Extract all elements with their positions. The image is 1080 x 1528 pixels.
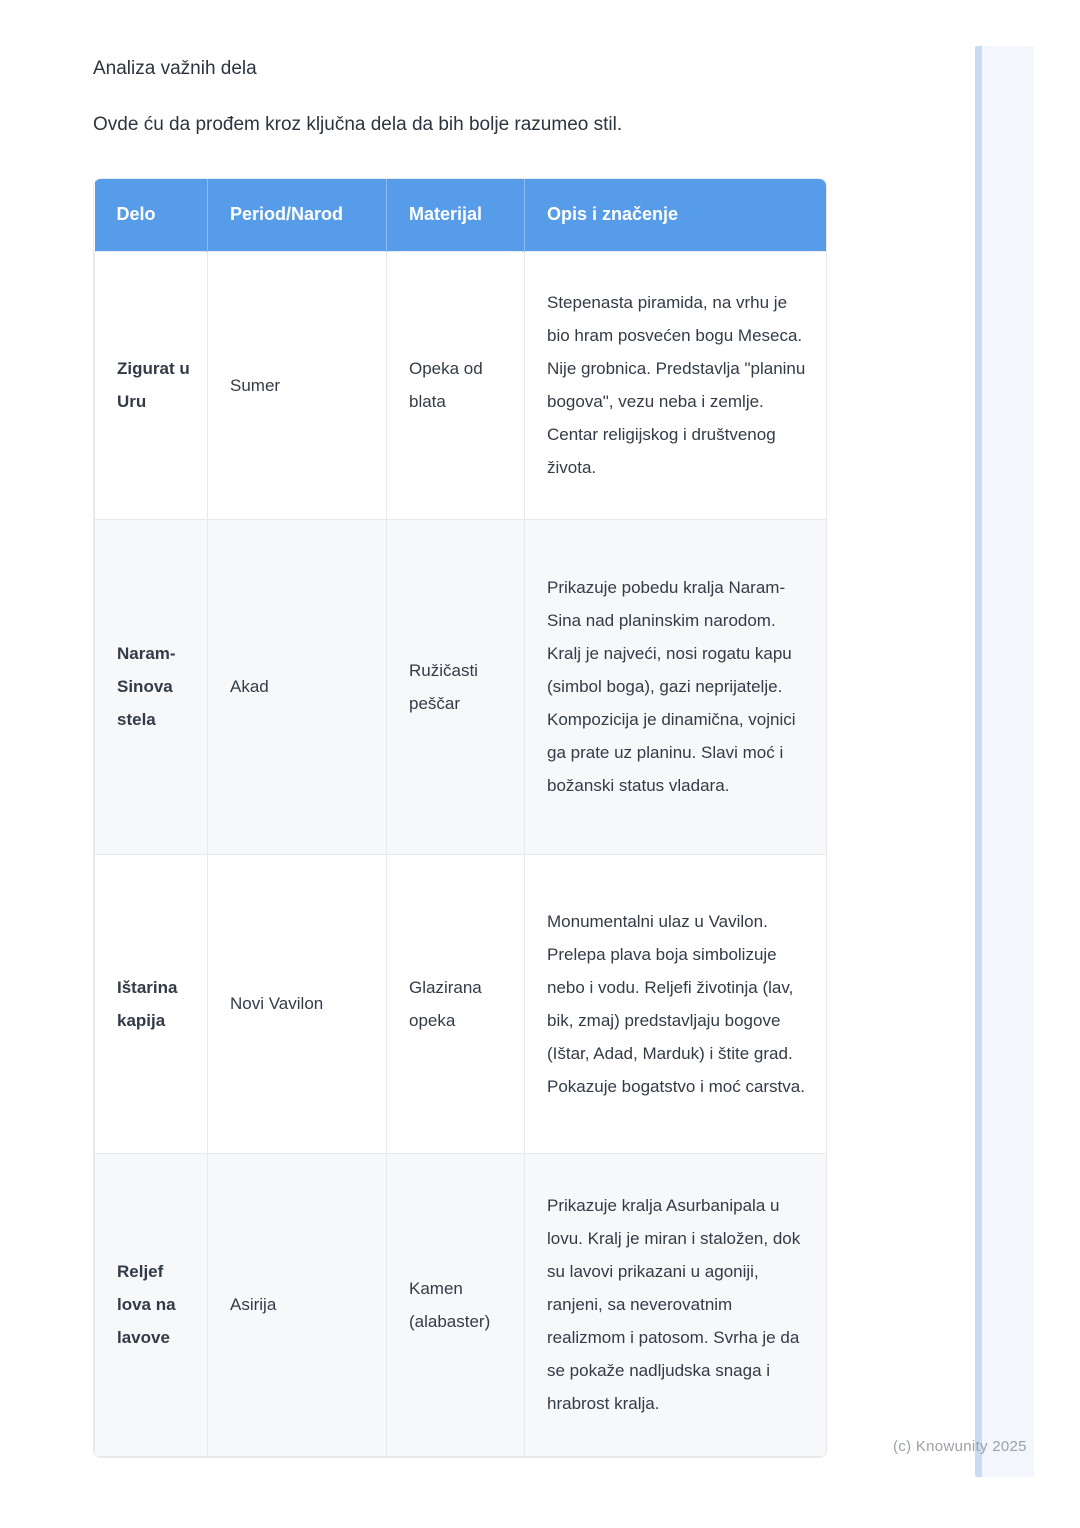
cell-delo: Zigurat u Uru [94, 250, 208, 520]
cell-period: Akad [207, 518, 387, 855]
cell-opis: Monumentalni ulaz u Vavilon. Prelepa pla… [524, 853, 826, 1154]
cell-materijal: Glazirana opeka [386, 853, 525, 1154]
intro-paragraph: Ovde ću da prođem kroz ključna dela da b… [93, 114, 623, 135]
cell-period: Sumer [207, 250, 387, 520]
cell-delo: Ištarina kapija [94, 853, 208, 1154]
column-header-delo: Delo [94, 179, 208, 251]
cell-opis: Prikazuje pobedu kralja Naram-Sina nad p… [524, 518, 826, 855]
works-table: Delo Period/Narod Materijal Opis i znače… [93, 178, 827, 1458]
column-header-period-narod: Period/Narod [207, 179, 387, 251]
column-header-opis: Opis i značenje [524, 179, 826, 251]
scrollbar-track[interactable] [975, 46, 1034, 1477]
cell-opis: Stepenasta piramida, na vrhu je bio hram… [524, 250, 826, 520]
cell-period: Asirija [207, 1152, 387, 1457]
page-title: Analiza važnih dela [93, 58, 257, 79]
cell-period: Novi Vavilon [207, 853, 387, 1154]
table-header-row: Delo Period/Narod Materijal Opis i znače… [94, 179, 826, 251]
table-row: Naram-Sinova stela Akad Ružičasti peščar… [94, 518, 826, 855]
cell-materijal: Ružičasti peščar [386, 518, 525, 855]
table-row: Reljef lova na lavove Asirija Kamen (ala… [94, 1152, 826, 1457]
cell-opis: Prikazuje kralja Asurbanipala u lovu. Kr… [524, 1152, 826, 1457]
copyright-text: (c) Knowunity 2025 [893, 1438, 1027, 1455]
column-header-materijal: Materijal [386, 179, 525, 251]
cell-delo: Naram-Sinova stela [94, 518, 208, 855]
table-row: Ištarina kapija Novi Vavilon Glazirana o… [94, 853, 826, 1154]
table-row: Zigurat u Uru Sumer Opeka od blata Stepe… [94, 250, 826, 520]
cell-materijal: Kamen (alabaster) [386, 1152, 525, 1457]
cell-delo: Reljef lova na lavove [94, 1152, 208, 1457]
cell-materijal: Opeka od blata [386, 250, 525, 520]
